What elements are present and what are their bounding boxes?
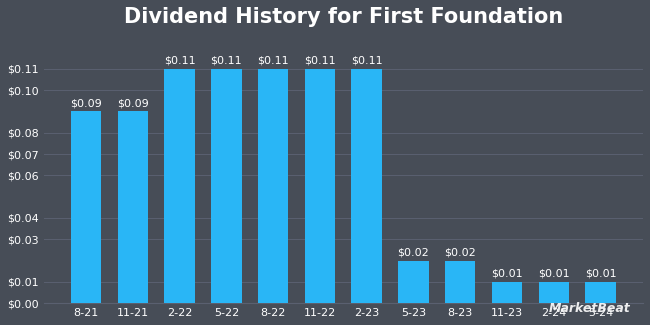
Bar: [305, 69, 335, 303]
Text: MarketBeat: MarketBeat: [549, 302, 630, 315]
Text: $0.11: $0.11: [211, 56, 242, 66]
Text: $0.01: $0.01: [538, 269, 569, 279]
Bar: [352, 69, 382, 303]
Text: $0.11: $0.11: [164, 56, 196, 66]
Bar: [398, 261, 429, 303]
Text: $0.01: $0.01: [491, 269, 523, 279]
Bar: [445, 261, 475, 303]
Bar: [258, 69, 289, 303]
Bar: [492, 282, 522, 303]
Text: $0.01: $0.01: [585, 269, 616, 279]
Text: $0.11: $0.11: [304, 56, 336, 66]
Bar: [118, 111, 148, 303]
Text: $0.02: $0.02: [398, 247, 430, 257]
Text: $0.09: $0.09: [117, 98, 149, 108]
Bar: [586, 282, 616, 303]
Title: Dividend History for First Foundation: Dividend History for First Foundation: [124, 7, 563, 27]
Text: $0.09: $0.09: [70, 98, 102, 108]
Text: $0.02: $0.02: [445, 247, 476, 257]
Bar: [71, 111, 101, 303]
Text: $0.11: $0.11: [351, 56, 382, 66]
Bar: [211, 69, 242, 303]
Bar: [539, 282, 569, 303]
Bar: [164, 69, 195, 303]
Text: $0.11: $0.11: [257, 56, 289, 66]
